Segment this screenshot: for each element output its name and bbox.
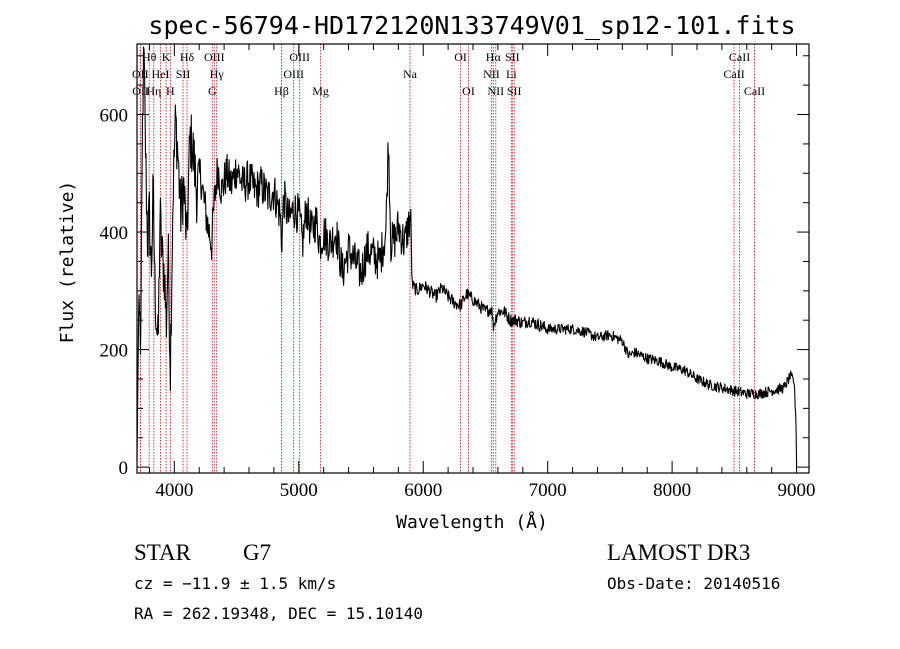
spectral-line-label: OI xyxy=(462,84,475,98)
plot-frame xyxy=(136,43,810,474)
spectral-subclass: G7 xyxy=(243,540,271,565)
axis-tick-labels: 4000 5000 6000 7000 8000 9000 0 200 400 600 xyxy=(100,106,816,501)
spectral-line-label: CaII xyxy=(723,67,744,81)
y-tick-label: 200 xyxy=(100,341,129,362)
spectral-line-label: Hα xyxy=(486,50,502,64)
spectral-line-label: Mg xyxy=(312,84,329,98)
spectrum-line xyxy=(136,46,798,468)
spectral-line-label: OII xyxy=(132,67,149,81)
spectral-line-label: Li xyxy=(506,67,517,81)
object-class: STAR xyxy=(134,540,192,565)
spectral-line-label: OIII xyxy=(204,50,225,64)
spectral-line-label: Na xyxy=(403,67,418,81)
y-tick-label: 0 xyxy=(119,458,129,479)
observation-date: Obs-Date: 20140516 xyxy=(607,574,780,593)
spectral-line-label: H xyxy=(166,84,175,98)
y-axis-label: Flux (relative) xyxy=(57,181,78,344)
spectral-line-label: SII xyxy=(176,67,191,81)
spectral-line-label: OI xyxy=(454,50,467,64)
spectral-line-label: Hη xyxy=(146,84,161,98)
sky-coordinates: RA = 262.19348, DEC = 15.10140 xyxy=(134,604,423,623)
spectral-line-label: K xyxy=(162,50,171,64)
survey-name: LAMOST DR3 xyxy=(607,540,750,565)
x-tick-label: 7000 xyxy=(529,480,567,501)
x-tick-label: 6000 xyxy=(404,480,442,501)
chart-title: spec-56794-HD172120N133749V01_sp12-101.f… xyxy=(148,11,795,40)
spectral-line-label: CaII xyxy=(744,84,765,98)
x-axis-label: Wavelength (Å) xyxy=(396,511,548,533)
x-tick-label: 9000 xyxy=(778,480,816,501)
axis-ticks xyxy=(137,44,809,473)
spectral-line-label: CaII xyxy=(729,50,750,64)
spectral-line-label: Hδ xyxy=(180,50,195,64)
spectral-line-label: OIII xyxy=(283,67,304,81)
x-tick-label: 5000 xyxy=(280,480,318,501)
y-tick-label: 400 xyxy=(100,223,129,244)
spectral-line-markers xyxy=(139,44,755,473)
spectral-line-label: NII xyxy=(487,84,504,98)
x-tick-label: 4000 xyxy=(155,480,193,501)
spectral-line-label: Hγ xyxy=(210,67,225,81)
y-tick-label: 600 xyxy=(100,106,129,127)
spectral-line-label: NII xyxy=(483,67,500,81)
spectral-line-label: OIII xyxy=(289,50,310,64)
spectral-line-label: G xyxy=(208,84,217,98)
spectral-line-label: SII xyxy=(507,84,522,98)
spectral-line-label: HeI xyxy=(152,67,170,81)
redshift-velocity: cz = −11.9 ± 1.5 km/s xyxy=(134,574,336,593)
spectral-line-label: Hβ xyxy=(274,84,289,98)
x-tick-label: 8000 xyxy=(653,480,691,501)
spectral-line-label: Hθ xyxy=(142,50,157,64)
spectral-line-label: SII xyxy=(505,50,520,64)
